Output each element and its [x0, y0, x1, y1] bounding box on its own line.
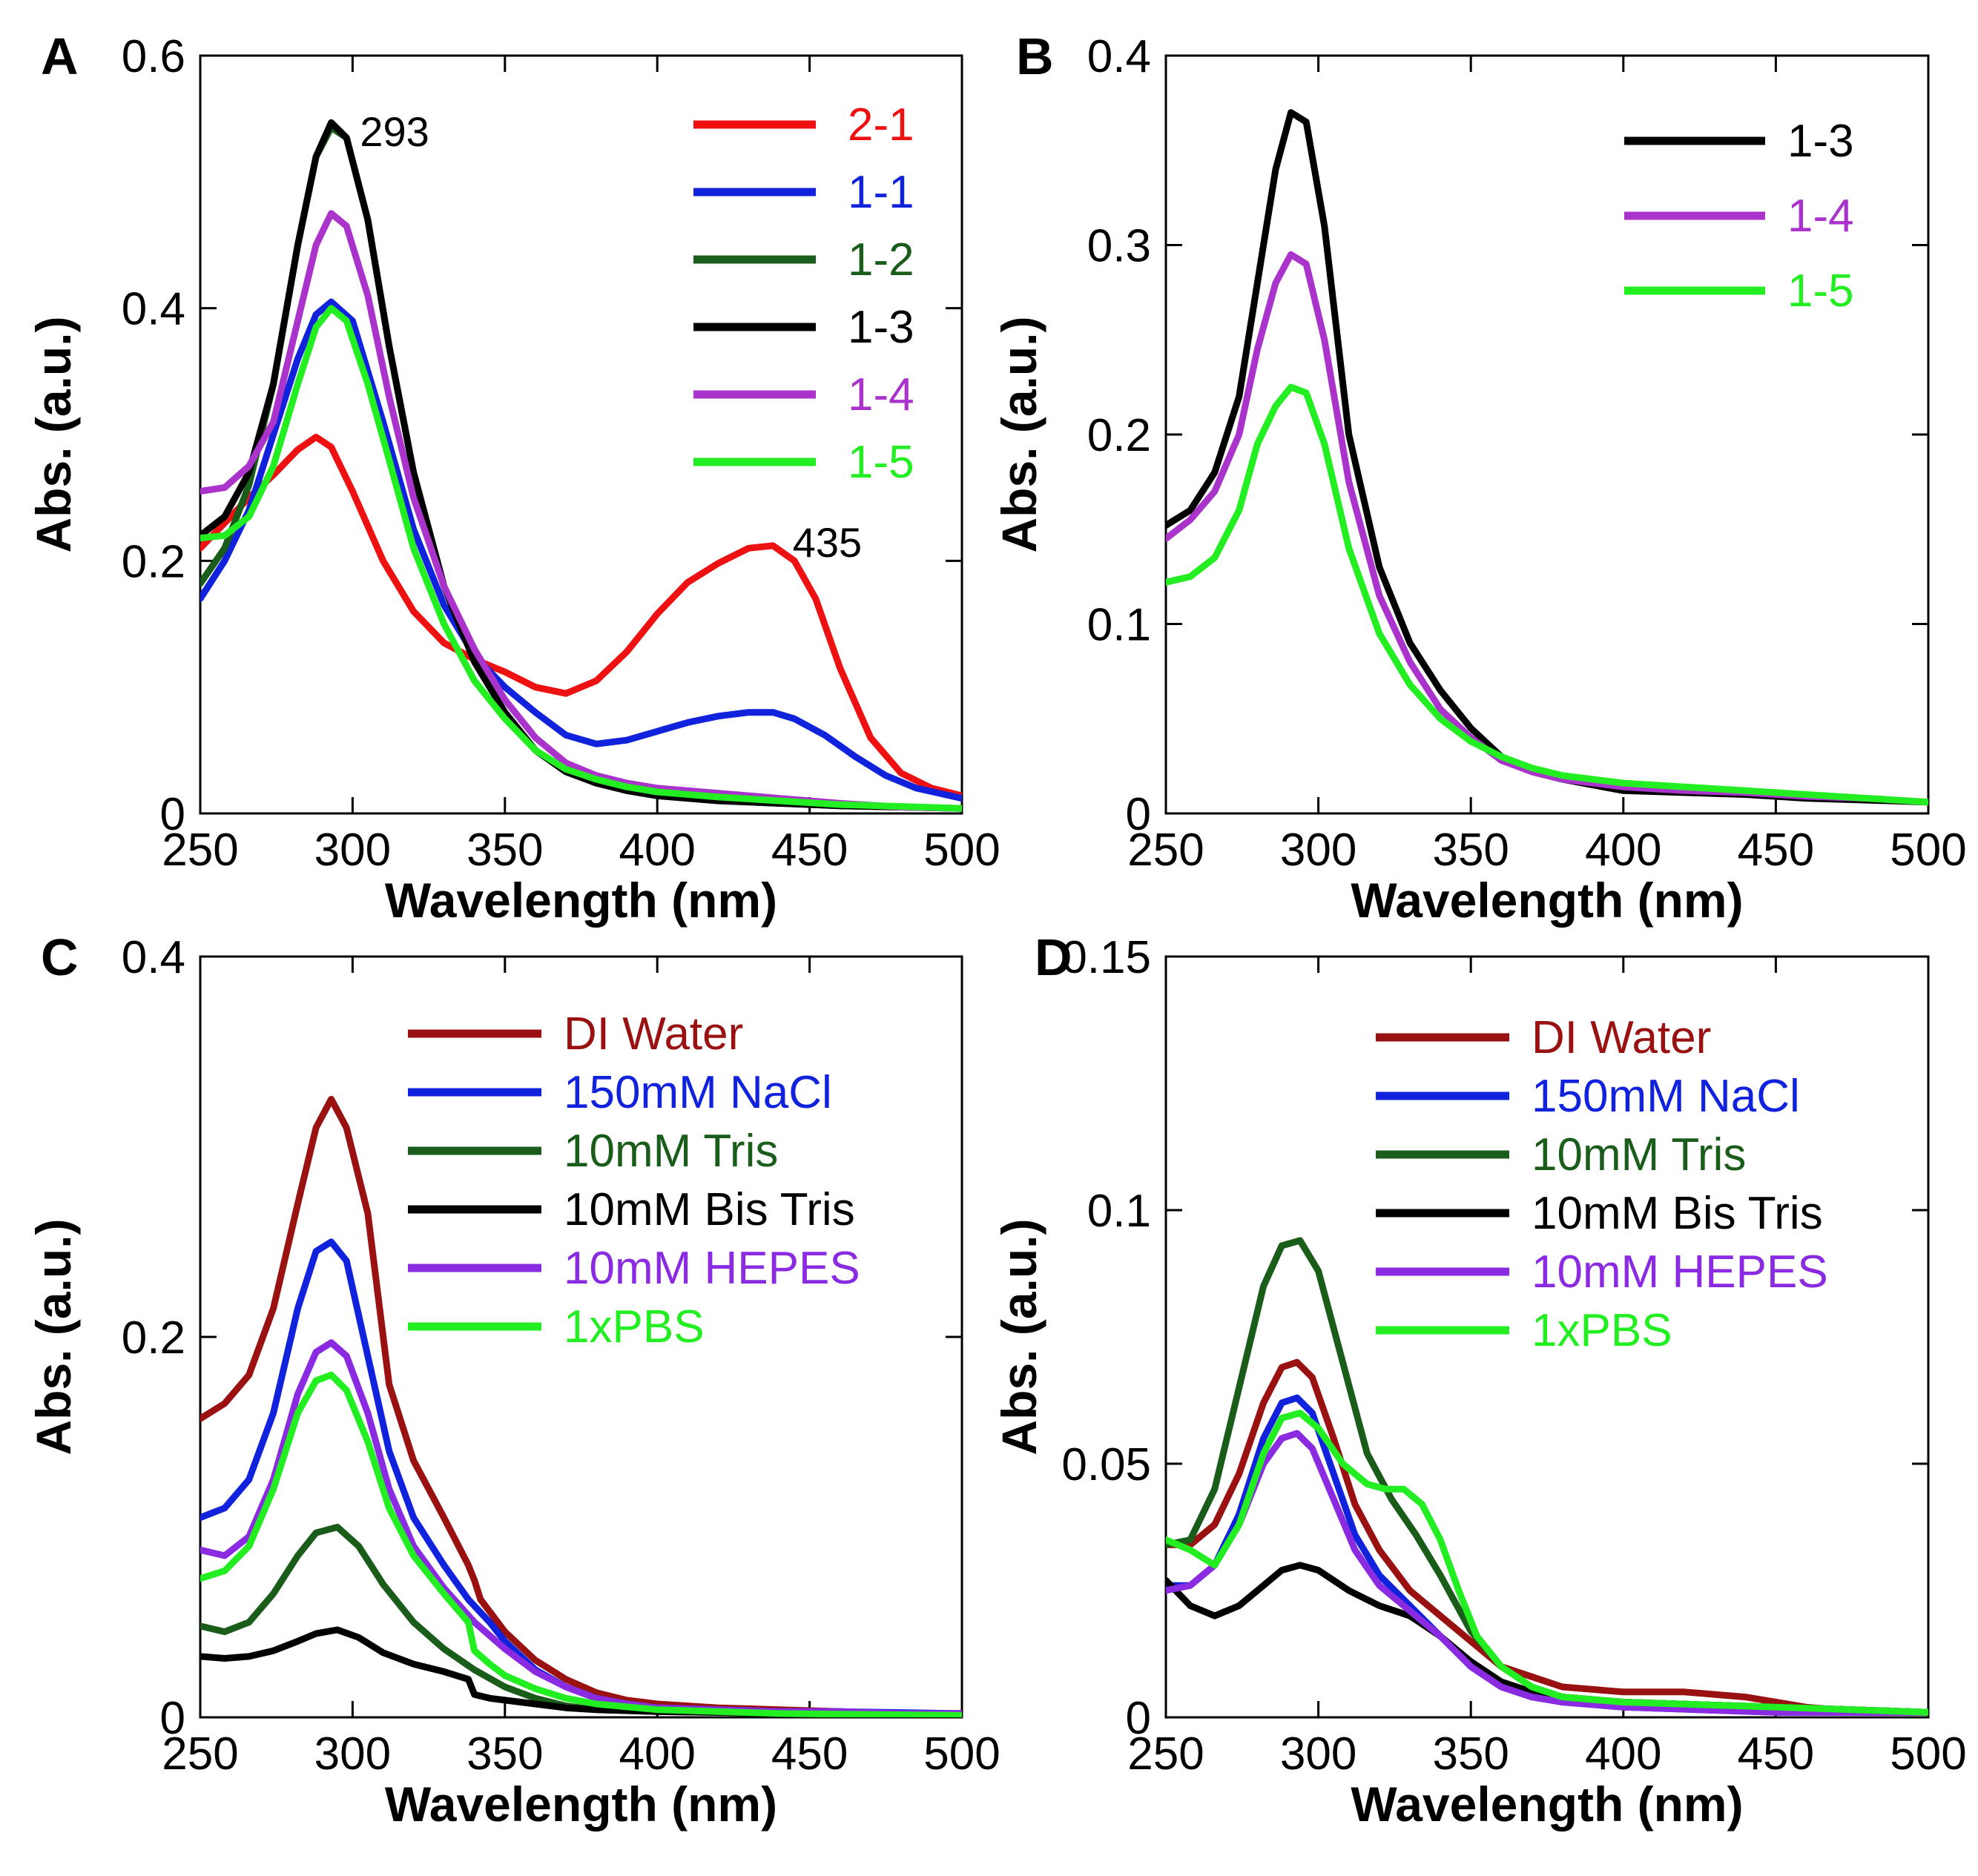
x-tick-label: 250 [1127, 1728, 1204, 1780]
y-tick-label: 0.6 [122, 31, 185, 82]
x-tick-label: 500 [1890, 825, 1966, 876]
series-line-1-5 [200, 305, 962, 812]
x-tick-label: 300 [314, 1728, 391, 1780]
x-tick-label: 300 [1280, 1728, 1356, 1780]
legend-label: 2-1 [848, 99, 914, 151]
series-line-1xpbs [200, 1371, 962, 1717]
y-tick-label: 0.2 [1087, 410, 1151, 461]
legend-label: 10mM Bis Tris [564, 1184, 855, 1235]
legend-label: 10mM Tris [1532, 1129, 1746, 1180]
x-tick-label: 300 [314, 825, 391, 876]
x-tick-label: 300 [1280, 825, 1356, 876]
legend-label: 1-2 [848, 234, 914, 285]
x-tick-label: 400 [1585, 1728, 1661, 1780]
legend-label: 10mM HEPES [1532, 1246, 1828, 1298]
x-tick-label: 400 [1585, 825, 1661, 876]
series-line-di-water [1166, 1358, 1928, 1716]
legend: DI Water 150mM NaCl 10mM Tris 10mM Bis Tris… [1376, 1012, 1828, 1356]
y-tick-label: 0 [160, 1693, 185, 1744]
legend-label: 1xPBS [564, 1301, 705, 1352]
legend-label: 10mM Bis Tris [1532, 1188, 1823, 1239]
x-tick-label: 400 [619, 825, 695, 876]
legend: 2-1 1-1 1-2 1-3 1-4 1-5 [693, 99, 914, 488]
series-line-1-4 [200, 210, 962, 812]
panel-b: 250 300 350 400 450 500 0 0.1 0.2 0.3 0.4 Wavelengt… [992, 27, 1967, 928]
y-tick-label: 0 [160, 789, 185, 840]
y-tick-label: 0.3 [1087, 221, 1151, 272]
legend-label: 1-3 [848, 302, 914, 353]
panel-letter: A [41, 27, 79, 85]
plot-frame [199, 54, 963, 815]
y-axis-label: Abs. (a.u.) [992, 1218, 1046, 1455]
y-tick-label: 0.15 [1061, 932, 1151, 983]
legend-label: 1-4 [1787, 191, 1854, 242]
x-axis-label: Wavelength (nm) [1351, 1777, 1743, 1832]
series-line-10mm-bis-tris [200, 1626, 962, 1717]
legend-label: 1-5 [1787, 265, 1854, 317]
y-tick-label: 0 [1126, 1693, 1151, 1744]
peak-annotation: 293 [360, 108, 429, 155]
x-tick-label: 500 [1890, 1728, 1966, 1780]
legend: 1-3 1-4 1-5 [1624, 116, 1854, 317]
x-tick-label: 500 [923, 1728, 1000, 1780]
panel-c: 250 300 350 400 450 500 0 0.2 0.4 Wavelength (nm)… [26, 928, 1000, 1832]
y-axis-label: Abs. (a.u.) [26, 1218, 81, 1455]
y-axis-label: Abs. (a.u.) [26, 316, 81, 552]
y-tick-label: 0.4 [1087, 31, 1151, 82]
peak-annotation: 435 [793, 519, 862, 566]
y-tick-label: 0.05 [1061, 1439, 1151, 1490]
legend-label: 1xPBS [1532, 1305, 1672, 1356]
y-tick-label: 0.1 [1087, 600, 1151, 651]
x-axis-label: Wavelength (nm) [385, 1777, 777, 1832]
series-line-1-5 [1166, 383, 1928, 806]
y-tick-label: 0.2 [122, 536, 185, 587]
legend-label: 1-3 [1787, 116, 1854, 167]
x-tick-label: 350 [467, 1728, 543, 1780]
y-tick-label: 0.4 [122, 284, 185, 335]
y-tick-label: 0 [1126, 789, 1151, 840]
legend-label: DI Water [1532, 1012, 1711, 1063]
x-tick-label: 500 [923, 825, 1000, 876]
x-tick-label: 450 [771, 1728, 848, 1780]
legend-label: DI Water [564, 1008, 743, 1060]
x-tick-label: 400 [619, 1728, 695, 1780]
y-axis-label: Abs. (a.u.) [992, 316, 1046, 552]
y-tick-label: 0.4 [122, 932, 185, 983]
legend-label: 1-5 [848, 437, 914, 488]
series-line-2-1 [200, 433, 962, 799]
x-tick-label: 450 [1738, 825, 1814, 876]
y-tick-label: 0.1 [1087, 1186, 1151, 1237]
panel-letter: B [1016, 27, 1054, 85]
legend-label: 10mM HEPES [564, 1243, 860, 1294]
legend-label: 1-1 [848, 167, 914, 218]
x-tick-label: 350 [1432, 825, 1509, 876]
x-tick-label: 350 [1432, 1728, 1509, 1780]
x-tick-label: 250 [162, 825, 238, 876]
legend: DI Water 150mM NaCl 10mM Tris 10mM Bis Tris… [408, 1008, 860, 1352]
panel-d: 250 300 350 400 450 500 0 0.05 0.1 0.15 Wavelength… [992, 928, 1967, 1832]
panel-a: 250 300 350 400 450 500 0 0.2 0.4 0.6 Wavelength (… [26, 27, 1000, 928]
panel-letter: D [1035, 928, 1072, 986]
legend-label: 10mM Tris [564, 1126, 778, 1177]
x-axis-label: Wavelength (nm) [1351, 873, 1743, 928]
panel-letter: C [41, 928, 79, 986]
series-line-1xpbs [1166, 1410, 1928, 1716]
y-tick-label: 0.2 [122, 1312, 185, 1364]
plot-frame [1164, 955, 1930, 1719]
x-tick-label: 250 [1127, 825, 1204, 876]
legend-label: 150mM NaCl [1532, 1071, 1800, 1122]
legend-label: 1-4 [848, 369, 914, 420]
x-tick-label: 450 [1738, 1728, 1814, 1780]
x-tick-label: 250 [162, 1728, 238, 1780]
legend-label: 150mM NaCl [564, 1067, 832, 1118]
series-line-1-1 [200, 298, 962, 802]
x-tick-label: 450 [771, 825, 848, 876]
x-tick-label: 350 [467, 825, 543, 876]
x-axis-label: Wavelength (nm) [385, 873, 777, 928]
